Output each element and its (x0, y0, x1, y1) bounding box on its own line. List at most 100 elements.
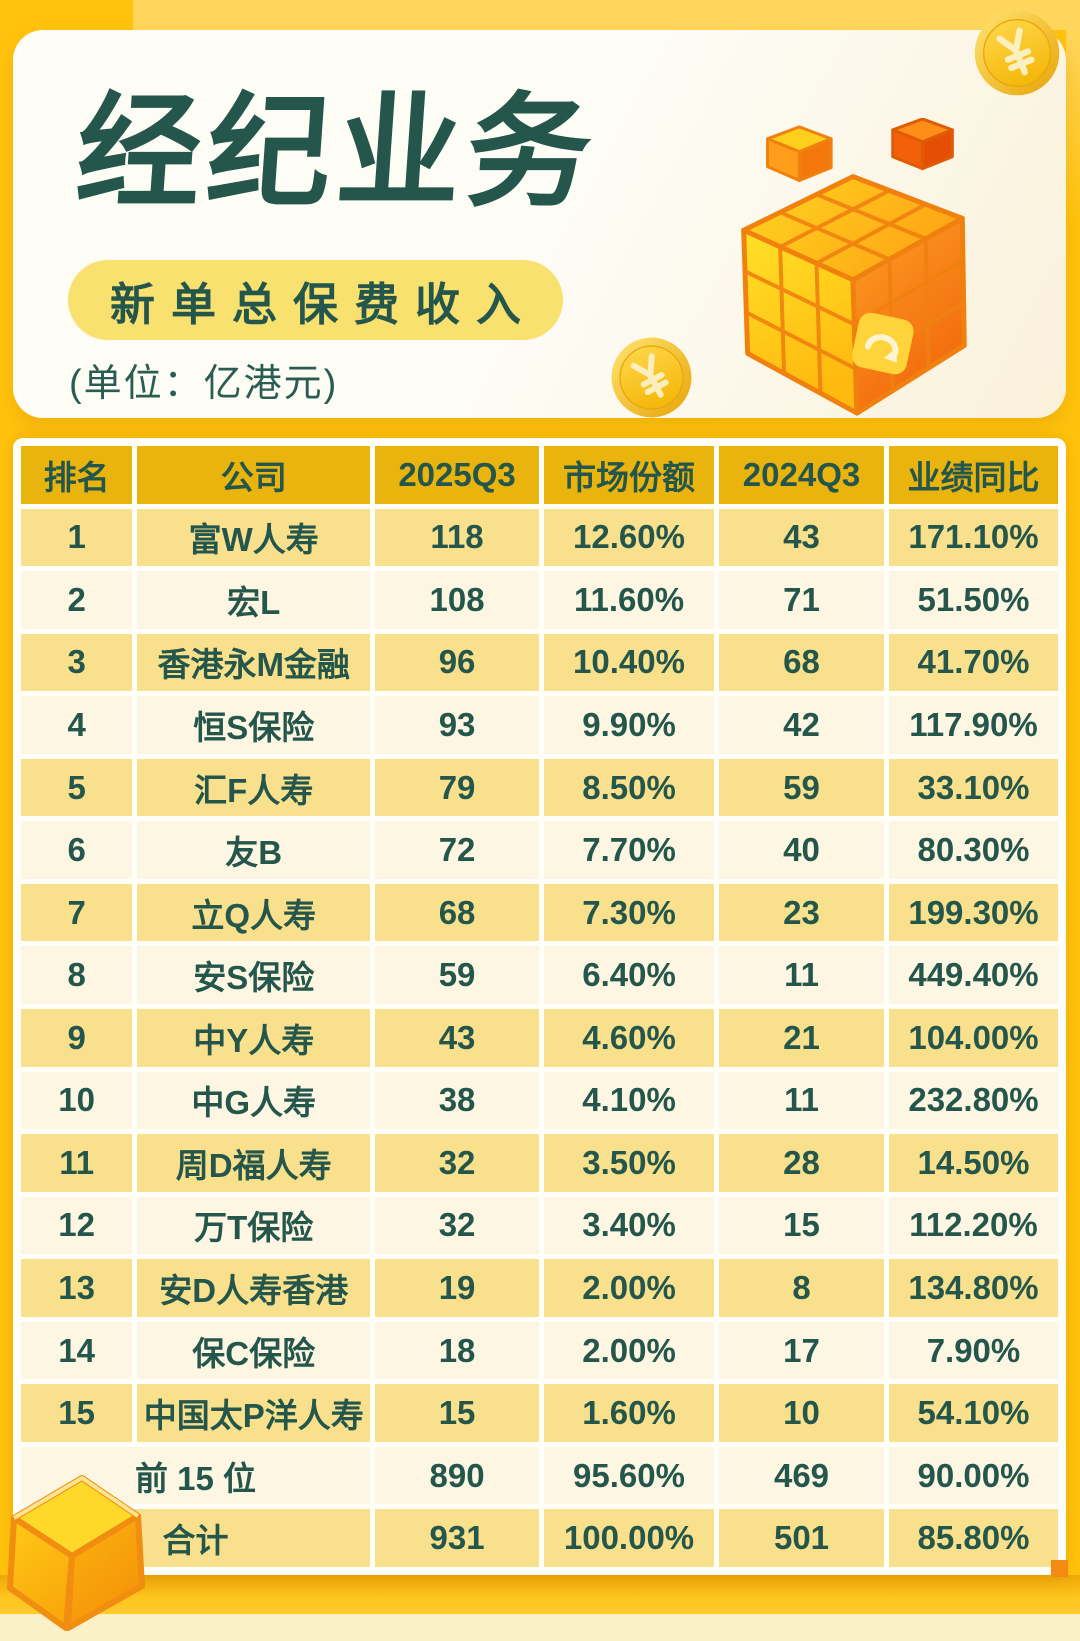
rank-cell: 7 (21, 883, 133, 942)
value-cell: 104.00% (888, 1009, 1058, 1067)
column-header: 公司 (137, 446, 371, 504)
value-cell: 42 (719, 696, 884, 754)
value-cell: 14.50% (888, 1134, 1058, 1192)
value-cell: 1.60% (544, 1384, 715, 1442)
value-cell: 11 (719, 946, 884, 1004)
summary-value-cell: 95.60% (544, 1446, 715, 1505)
orange-notch-decoration (1051, 1560, 1068, 1577)
value-cell: 43 (375, 1009, 540, 1067)
value-cell: 21 (719, 1009, 884, 1067)
value-cell: 15 (719, 1196, 884, 1255)
rank-cell: 9 (21, 1009, 133, 1067)
value-cell: 112.20% (888, 1196, 1058, 1255)
company-cell: 富W人寿 (137, 508, 371, 567)
value-cell: 71 (719, 571, 884, 629)
company-cell: 汇F人寿 (137, 758, 371, 817)
summary-value-cell: 100.00% (544, 1509, 715, 1567)
rank-cell: 6 (21, 821, 133, 879)
premium-table: 排名 公司 2025Q3 市场份额 2024Q3 业绩同比 1 富W人寿 118 12.60% 43… (21, 446, 1058, 1567)
company-cell: 立Q人寿 (137, 883, 371, 942)
value-cell: 93 (375, 696, 540, 754)
rank-cell: 4 (21, 696, 133, 754)
value-cell: 72 (375, 821, 540, 879)
value-cell: 6.40% (544, 946, 715, 1004)
value-cell: 17 (719, 1321, 884, 1380)
value-cell: 7.30% (544, 883, 715, 942)
bottom-gold-band (0, 1575, 1080, 1617)
column-header: 市场份额 (544, 446, 715, 504)
company-cell: 安S保险 (137, 946, 371, 1004)
value-cell: 4.60% (544, 1009, 715, 1067)
rank-cell: 1 (21, 508, 133, 567)
value-cell: 3.50% (544, 1134, 715, 1192)
company-cell: 周D福人寿 (137, 1134, 371, 1192)
value-cell: 134.80% (888, 1259, 1058, 1317)
summary-value-cell: 85.80% (888, 1509, 1058, 1567)
value-cell: 7.90% (888, 1321, 1058, 1380)
rank-cell: 3 (21, 633, 133, 692)
page-title: 经纪业务 (72, 84, 602, 222)
value-cell: 8.50% (544, 758, 715, 817)
right-edge-fade (1066, 30, 1080, 220)
rank-cell: 14 (21, 1321, 133, 1380)
value-cell: 118 (375, 508, 540, 567)
table-card: 排名 公司 2025Q3 市场份额 2024Q3 业绩同比 1 富W人寿 118 12.60% 43… (13, 438, 1066, 1575)
unit-note: (单位：亿港元) (69, 363, 339, 405)
company-cell: 万T保险 (137, 1196, 371, 1255)
value-cell: 15 (375, 1384, 540, 1442)
company-cell: 中国太P洋人寿 (137, 1384, 371, 1442)
value-cell: 12.60% (544, 508, 715, 567)
summary-value-cell: 90.00% (888, 1446, 1058, 1505)
company-cell: 中Y人寿 (137, 1009, 371, 1067)
value-cell: 38 (375, 1071, 540, 1130)
value-cell: 41.70% (888, 633, 1058, 692)
company-cell: 香港永M金融 (137, 633, 371, 692)
value-cell: 117.90% (888, 696, 1058, 754)
rank-cell: 12 (21, 1196, 133, 1255)
value-cell: 11 (719, 1071, 884, 1130)
value-cell: 449.40% (888, 946, 1058, 1004)
value-cell: 4.10% (544, 1071, 715, 1130)
value-cell: 9.90% (544, 696, 715, 754)
cube-decoration (7, 1475, 145, 1631)
value-cell: 79 (375, 758, 540, 817)
rank-cell: 2 (21, 571, 133, 629)
value-cell: 43 (719, 508, 884, 567)
summary-value-cell: 501 (719, 1509, 884, 1567)
value-cell: 2.00% (544, 1259, 715, 1317)
value-cell: 10 (719, 1384, 884, 1442)
value-cell: 8 (719, 1259, 884, 1317)
value-cell: 59 (375, 946, 540, 1004)
summary-value-cell: 931 (375, 1509, 540, 1567)
column-header: 2025Q3 (375, 446, 540, 504)
company-cell: 安D人寿香港 (137, 1259, 371, 1317)
column-header: 排名 (21, 446, 133, 504)
value-cell: 32 (375, 1196, 540, 1255)
rank-cell: 8 (21, 946, 133, 1004)
value-cell: 3.40% (544, 1196, 715, 1255)
company-cell: 友B (137, 821, 371, 879)
value-cell: 23 (719, 883, 884, 942)
company-cell: 中G人寿 (137, 1071, 371, 1130)
rank-cell: 5 (21, 758, 133, 817)
rank-cell: 10 (21, 1071, 133, 1130)
yen-coin-icon (611, 337, 692, 418)
value-cell: 32 (375, 1134, 540, 1192)
rubik-cube-illustration (741, 118, 967, 416)
summary-value-cell: 890 (375, 1446, 540, 1505)
company-cell: 宏L (137, 571, 371, 629)
rank-cell: 11 (21, 1134, 133, 1192)
value-cell: 19 (375, 1259, 540, 1317)
value-cell: 59 (719, 758, 884, 817)
value-cell: 11.60% (544, 571, 715, 629)
column-header: 业绩同比 (888, 446, 1058, 504)
value-cell: 33.10% (888, 758, 1058, 817)
rank-cell: 13 (21, 1259, 133, 1317)
value-cell: 68 (719, 633, 884, 692)
value-cell: 108 (375, 571, 540, 629)
value-cell: 232.80% (888, 1071, 1058, 1130)
column-header: 2024Q3 (719, 446, 884, 504)
value-cell: 80.30% (888, 821, 1058, 879)
value-cell: 7.70% (544, 821, 715, 879)
